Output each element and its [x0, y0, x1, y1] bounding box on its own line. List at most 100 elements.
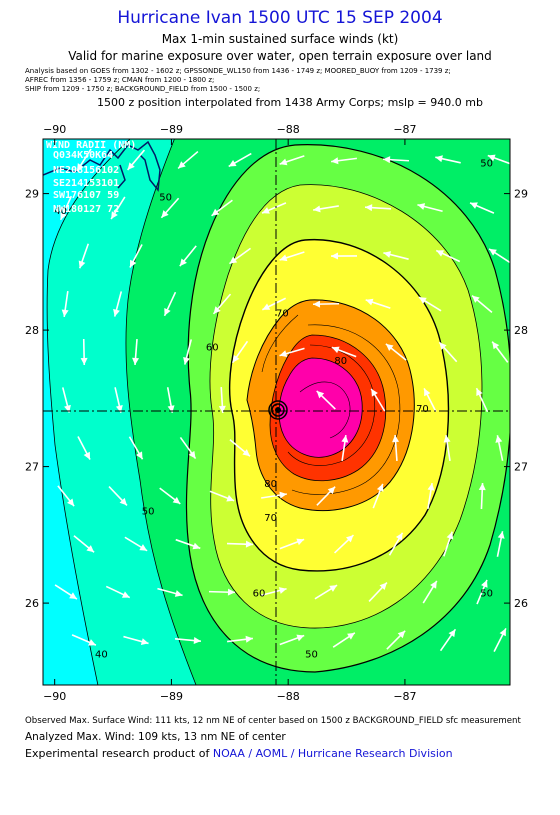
wind-arrow — [78, 243, 90, 269]
wind-arrow — [228, 152, 252, 168]
wind-arrow — [331, 157, 357, 165]
wind-arrow — [333, 534, 355, 554]
wind-arrow — [475, 387, 489, 413]
wind-arrow — [261, 202, 287, 214]
wind-arrow — [382, 156, 410, 164]
contour-lines — [261, 314, 401, 495]
wind-radii-row: SE214153101 — [53, 178, 119, 189]
x-tick-label: −87 — [393, 123, 416, 136]
wind-arrow — [368, 581, 388, 603]
chart-subtitle: Max 1-min sustained surface winds (kt) — [161, 32, 399, 46]
wind-arrow — [157, 587, 183, 597]
wind-arrow — [392, 434, 400, 462]
credit-organization: NOAA / AOML / Hurricane Research Divisio… — [212, 747, 453, 760]
wind-arrow — [383, 251, 409, 260]
contour-label: 70 — [276, 308, 289, 319]
x-tick-label: −90 — [43, 690, 66, 703]
x-tick-label: −88 — [277, 690, 300, 703]
wind-arrow — [314, 584, 338, 600]
wind-arrow — [218, 386, 226, 414]
plot-frame — [42, 138, 511, 686]
wind-arrow — [478, 482, 486, 510]
wind-arrow — [417, 203, 443, 213]
wind-arrow — [159, 487, 181, 505]
wind-arrow — [279, 251, 305, 262]
wind-arrow — [209, 490, 235, 502]
wind-arrow — [279, 347, 305, 358]
observed-max-wind: Observed Max. Surface Wind: 111 kts, 12 … — [25, 716, 521, 726]
x-tick-label: −89 — [160, 690, 183, 703]
wind-arrow — [76, 148, 92, 172]
analyzed-max-wind: Analyzed Max. Wind: 109 kts, 13 nm NE of… — [25, 731, 286, 743]
wind-arrow — [226, 540, 254, 548]
wind-arrow — [443, 435, 451, 461]
wind-arrow — [488, 248, 510, 264]
y-tick-label: 29 — [514, 188, 528, 201]
wind-arrow — [229, 439, 251, 457]
analysis-line-3: SHIP from 1209 - 1750 z; BACKGROUND_FIEL… — [25, 85, 261, 93]
wind-arrow — [341, 435, 349, 461]
y-tick-label: 26 — [25, 597, 39, 610]
wind-arrow — [108, 486, 128, 506]
wind-arrow — [423, 388, 437, 412]
wind-radii-row: SW176107 59 — [53, 190, 119, 201]
wind-arrow — [364, 204, 392, 212]
wind-arrow — [313, 205, 339, 213]
wind-arrow — [418, 296, 442, 312]
wind-radii-row: NW180127 72 — [53, 204, 119, 215]
wind-radii-box: WIND RADII (NM) Q034K50K64 NE208156102 S… — [46, 140, 136, 215]
chart-title: Hurricane Ivan 1500 UTC 15 SEP 2004 — [117, 8, 443, 28]
wind-radii-row: NE208156102 — [53, 165, 119, 176]
contour-fill-100 — [278, 357, 363, 458]
wind-arrow — [54, 584, 78, 600]
analysis-line-1: Analysis based on GOES from 1302 - 1602 … — [25, 67, 451, 75]
wind-arrow — [226, 635, 254, 643]
wind-arrow — [493, 628, 507, 652]
wind-arrow — [71, 634, 97, 646]
wind-arrow — [261, 587, 287, 597]
wind-arrow — [487, 154, 510, 165]
analysis-line-2: AFREC from 1356 - 1759 z; CMAN from 1200… — [25, 76, 215, 84]
contour-label: 50 — [159, 192, 172, 203]
contour-label: 80 — [264, 479, 277, 490]
wind-arrow — [491, 341, 509, 363]
wind-arrow — [231, 340, 249, 364]
wind-arrow — [174, 637, 202, 645]
wind-arrow — [372, 483, 384, 509]
wind-arrow — [211, 199, 233, 217]
wind-arrow — [61, 291, 69, 317]
wind-arrow — [129, 244, 143, 268]
y-tick-label: 27 — [514, 461, 528, 474]
wind-arrow — [476, 579, 488, 605]
wind-arrow — [77, 436, 91, 460]
contour-label: 50 — [480, 588, 493, 599]
wind-arrow — [427, 483, 435, 509]
wind-arrow — [438, 341, 458, 363]
contour-label: 40 — [95, 650, 108, 661]
contour-label: 60 — [253, 588, 266, 599]
wind-arrow — [261, 297, 287, 311]
wind-arrow — [132, 338, 140, 366]
wind-arrow — [73, 535, 95, 553]
contour-label: 50 — [305, 650, 318, 661]
wind-arrow — [80, 338, 88, 366]
wind-arrow — [385, 343, 407, 361]
wind-arrow — [105, 585, 131, 599]
position-note: 1500 z position interpolated from 1438 A… — [97, 96, 483, 109]
y-tick-label: 28 — [25, 324, 39, 337]
contour-label: 70 — [416, 404, 429, 415]
wind-arrow — [110, 196, 126, 220]
contour-label: 80 — [334, 356, 347, 367]
wind-arrow — [471, 295, 493, 313]
wind-arrow — [469, 202, 495, 214]
wind-arrow — [332, 632, 356, 648]
wind-arrow — [179, 436, 197, 460]
wind-arrow — [435, 155, 461, 164]
storm-eye — [268, 400, 288, 420]
validity-note: Valid for marine exposure over water, op… — [68, 49, 492, 63]
wind-radii-row: Q034K50K64 — [53, 150, 113, 161]
wind-arrow — [443, 531, 454, 557]
wind-arrow — [370, 388, 386, 412]
axes: −90 −90 −89 −89 −88 −88 −87 −87 26 26 27 27 28 28 29 29 — [25, 123, 528, 703]
wind-arrow — [331, 346, 357, 358]
